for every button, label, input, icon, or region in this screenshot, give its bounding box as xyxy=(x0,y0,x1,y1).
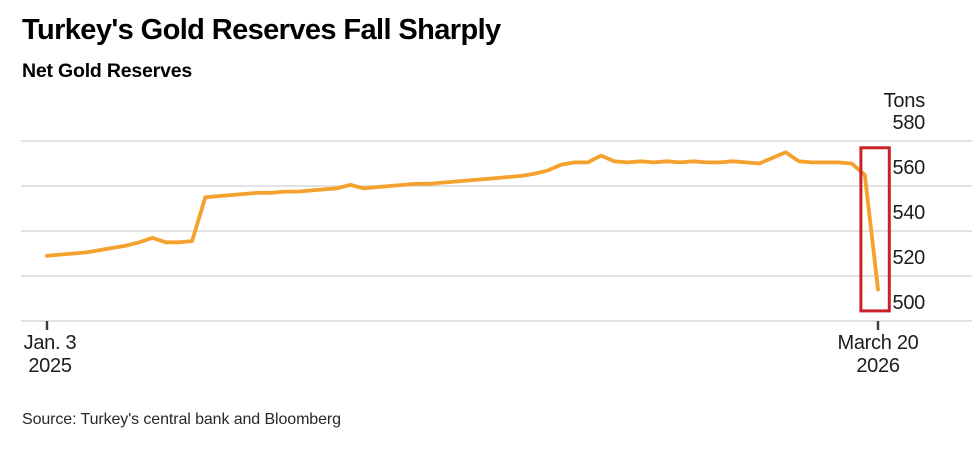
chart-title: Turkey's Gold Reserves Fall Sharply xyxy=(22,14,501,46)
x-axis-label-end: March 20 2026 xyxy=(818,332,938,378)
source-credit: Source: Turkey's central bank and Bloomb… xyxy=(22,411,341,428)
highlight-box xyxy=(859,146,891,313)
x-axis-label-end-date: March 20 xyxy=(837,332,919,354)
x-axis-label-end-year: 2026 xyxy=(856,355,900,377)
chart-subtitle: Net Gold Reserves xyxy=(22,60,193,82)
reserves-line xyxy=(45,150,880,292)
x-axis-label-start-date: Jan. 3 xyxy=(23,332,77,354)
x-axis-label-start-year: 2025 xyxy=(28,355,72,377)
x-axis-label-start: Jan. 3 2025 xyxy=(0,332,100,378)
y-axis-unit-label: Tons xyxy=(883,90,926,112)
